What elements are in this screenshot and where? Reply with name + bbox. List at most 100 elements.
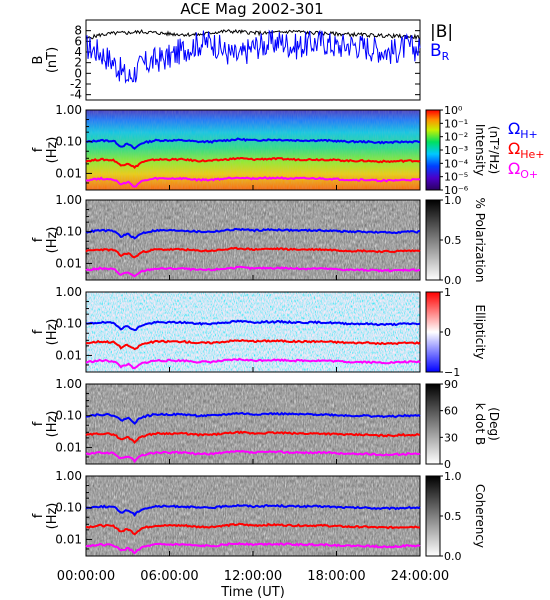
b-ytick-label: 6 [74,34,82,48]
ytick-label: 0.10 [55,501,82,515]
b-ytick-label: -4 [70,88,82,102]
ytick-label: 0.10 [55,225,82,239]
gyro-o-line [85,176,421,188]
b-legend-r-sub: R [442,50,450,63]
f-ylabel: f [31,237,46,242]
colorbar-tick-label: 10⁻¹ [444,117,468,130]
colorbar [425,199,441,281]
ytick-label: 1.00 [55,377,82,391]
gyro-he-line [85,246,421,259]
f-yunit: (Hz) [45,137,60,164]
colorbar [425,109,441,191]
colorbar-tick-label: 0 [444,458,451,471]
spectrogram-panel-2: 1.00 0.10 0.01 f (Hz) 1.0 0.5 0.0 % Polarization [31,193,487,287]
f-yunit: (Hz) [45,227,60,254]
gyro-he-line [85,522,421,536]
b-yunit: (nT) [45,47,60,73]
gyro-he-line [85,430,421,445]
ytick-label: 0.10 [55,135,82,149]
colorbar-tick-label: 10⁻³ [444,144,468,157]
spectrogram-texture [86,200,420,280]
ytick-label: 1.00 [55,193,82,207]
colorbar-label: k dot B [473,403,487,445]
colorbar-label: Ellipticity [473,305,487,360]
colorbar-label: Coherency [473,484,487,548]
gyro-h-line [85,503,421,517]
f-yunit: (Hz) [45,411,60,438]
colorbar-tick-label: 0 [444,326,451,339]
gyro-legend: ΩH+ ΩHe+ ΩO+ [508,119,545,181]
chart-title: ACE Mag 2002-301 [180,0,323,18]
spectrogram-panel-1: 1.00 0.10 0.01 f (Hz) 10⁰10⁻¹10⁻²10⁻³10⁻⁴10⁻⁵… [31,103,501,197]
b-legend-total: |B| [430,22,453,42]
colorbar-unit: (nT²/Hz) [487,126,501,174]
b-r-series [85,29,421,84]
f-yunit: (Hz) [45,503,60,530]
ytick-label: 0.10 [55,317,82,331]
colorbar-tick-label: 10⁻² [444,131,468,144]
ytick-label: 0.01 [55,532,82,546]
f-ylabel: f [31,147,46,152]
ytick-label: 1.00 [55,103,82,117]
legend-o: ΩO+ [508,159,538,181]
ytick-label: 0.10 [55,409,82,423]
b-total-series [85,28,421,41]
colorbar-tick-label: 10⁻⁴ [444,157,469,170]
gyro-he-line [85,157,421,170]
colorbar-tick-label: 60 [444,405,458,418]
f-yunit: (Hz) [45,319,60,346]
x-tick-label: 24:00:00 [391,569,449,584]
colorbar-label: % Polarization [473,198,487,283]
gyro-h-line [85,137,421,150]
ytick-label: 0.01 [55,256,82,270]
b-ylabel: B [31,56,46,65]
x-tick-label: 18:00:00 [307,569,365,584]
colorbar-tick-label: −1 [444,366,460,379]
gyro-he-line [85,338,421,351]
colorbar-tick-label: 10⁻⁶ [444,184,469,197]
spectrogram-texture [86,292,420,372]
gyro-h-line [85,319,421,332]
spectrogram-texture [86,476,420,556]
gyro-o-line [85,357,421,370]
colorbar-tick-label: 0.0 [444,550,462,563]
gyro-h-line [85,227,421,240]
ytick-label: 1.00 [55,285,82,299]
ytick-label: 1.00 [55,469,82,483]
colorbar [425,383,441,465]
spectrogram-panel-3: 1.00 0.10 0.01 f (Hz) 1 0 −1 Ellipticity [31,285,487,379]
f-ylabel: f [31,329,46,334]
spectrogram-panel-4: 1.00 0.10 0.01 f (Hz) 90 60 30 0 k dot B (Deg) [31,377,501,471]
colorbar-tick-label: 10⁻⁵ [444,171,468,184]
b-ytick-label: 4 [74,45,82,59]
gyro-h-line [85,411,421,425]
b-ytick-label: 0 [74,66,82,80]
legend-h: ΩH+ [508,119,538,141]
spectrogram-texture [86,110,420,190]
spectrogram-texture [86,384,420,464]
colorbar-tick-label: 1.0 [444,194,462,207]
colorbar-tick-label: 0.5 [444,234,462,247]
b-legend-r-label: B [430,41,442,61]
x-tick-label: 12:00:00 [224,569,282,584]
x-tick-label: 00:00:00 [57,569,115,584]
gyro-o-line [85,541,421,555]
b-ytick-label: -2 [70,77,82,91]
legend-he: ΩHe+ [508,139,545,161]
colorbar-tick-label: 0.5 [444,510,462,523]
x-axis-label: Time (UT) [220,585,285,600]
gyro-o-line [85,449,421,464]
colorbar-tick-label: 1 [444,286,451,299]
ytick-label: 0.01 [55,348,82,362]
colorbar-unit: (Deg) [487,407,501,441]
colorbar [425,291,441,373]
colorbar-tick-label: 30 [444,431,458,444]
spectrogram-panel-5: 1.00 0.10 0.01 f (Hz) 1.0 0.5 0.0 Coherency [31,469,487,563]
colorbar-tick-label: 1.0 [444,470,462,483]
x-tick-labels: 00:00:00 06:00:00 12:00:00 18:00:00 24:00:00 [57,569,449,584]
f-ylabel: f [31,421,46,426]
ytick-label: 0.01 [55,166,82,180]
f-ylabel: f [31,513,46,518]
